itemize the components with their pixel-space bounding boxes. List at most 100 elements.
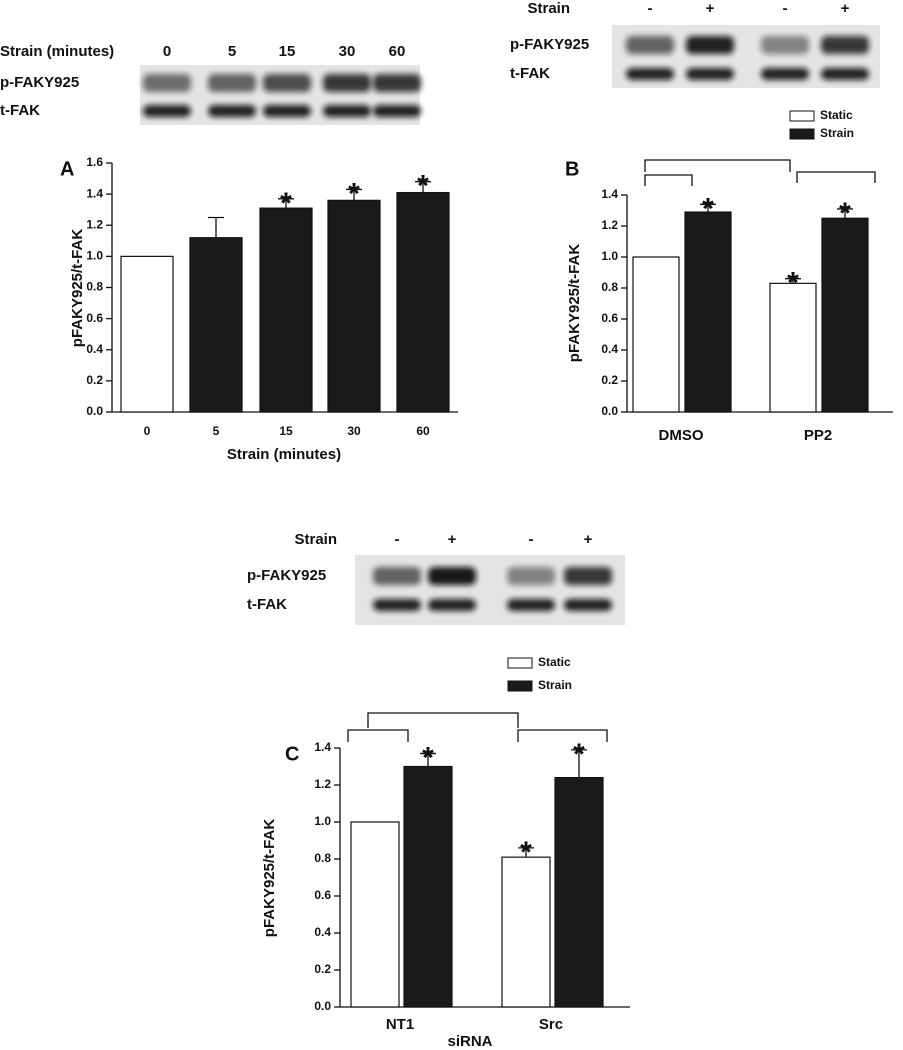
- blot-band: [686, 36, 734, 54]
- y-tick-label: 1.4: [86, 186, 103, 200]
- bar: [327, 199, 381, 413]
- legend-label: Strain: [820, 126, 854, 140]
- error-bar: [208, 216, 224, 238]
- blot-band: [761, 36, 809, 54]
- bar: [189, 237, 243, 413]
- y-tick-label: 0.4: [314, 925, 331, 939]
- bracket: [367, 712, 519, 728]
- x-axis-label: Strain (minutes): [227, 446, 341, 463]
- legend-swatch: [507, 680, 533, 692]
- blot-band: [564, 599, 612, 611]
- y-tick-label: 1.0: [601, 249, 618, 263]
- panel-label: B: [565, 158, 579, 180]
- blot-band: [373, 567, 421, 585]
- y-tick-label: 0.6: [314, 888, 331, 902]
- error-bar: [518, 847, 534, 858]
- y-tick-label: 1.6: [86, 155, 103, 169]
- y-tick-label: 1.4: [314, 740, 331, 754]
- error-bar: [837, 208, 853, 219]
- lane-label: +: [584, 531, 593, 548]
- lane-label: 30: [339, 43, 356, 60]
- y-tick-label: 0.2: [86, 373, 103, 387]
- y-axis-label: pFAKY925/t-FAK: [566, 244, 583, 363]
- blot-band: [564, 567, 612, 585]
- lane-label: -: [648, 0, 653, 17]
- y-tick-label: 1.2: [314, 777, 331, 791]
- legend-swatch: [789, 110, 815, 122]
- blot-row-label: p-FAKY925: [247, 567, 326, 584]
- significance-mark: *: [839, 197, 851, 230]
- blot-band: [507, 599, 555, 611]
- blot-band: [626, 36, 674, 54]
- blot-band: [208, 74, 256, 92]
- blot-band: [208, 105, 256, 117]
- error-bar: [571, 749, 587, 778]
- significance-mark: *: [348, 177, 360, 210]
- x-tick-label: DMSO: [659, 427, 704, 444]
- bar: [554, 776, 604, 1008]
- bar: [684, 211, 732, 413]
- x-tick-label: NT1: [386, 1016, 414, 1033]
- error-bar: [785, 278, 801, 284]
- error-bar: [278, 198, 294, 209]
- blot-band: [373, 599, 421, 611]
- y-tick-label: 0.6: [86, 311, 103, 325]
- bracket: [347, 729, 409, 742]
- blot-band: [373, 74, 421, 92]
- legend-label: Strain: [538, 678, 572, 692]
- blot-band: [626, 68, 674, 80]
- bar: [821, 217, 869, 413]
- bar: [350, 821, 400, 1008]
- y-tick-label: 1.2: [601, 218, 618, 232]
- lane-label: 60: [389, 43, 406, 60]
- blot-band: [761, 68, 809, 80]
- y-tick-label: 0.0: [86, 404, 103, 418]
- significance-mark: *: [422, 742, 434, 775]
- blot-row-label: t-FAK: [510, 65, 550, 82]
- blot-band: [428, 567, 476, 585]
- x-tick-label: 5: [213, 424, 220, 438]
- error-bar: [415, 181, 431, 193]
- x-tick-label: 60: [416, 424, 430, 438]
- blot-band: [821, 36, 869, 54]
- x-tick-label: Src: [539, 1016, 563, 1033]
- significance-mark: *: [787, 267, 799, 300]
- blot-row-label: t-FAK: [247, 596, 287, 613]
- y-tick-label: 1.2: [86, 217, 103, 231]
- bar: [501, 856, 551, 1008]
- blot-header: Strain: [294, 531, 337, 548]
- blot-band: [507, 567, 555, 585]
- blot-band: [143, 74, 191, 92]
- blot-band: [143, 105, 191, 117]
- significance-mark: *: [417, 170, 429, 203]
- lane-label: 5: [228, 43, 236, 60]
- x-tick-label: 30: [347, 424, 361, 438]
- error-bar: [700, 203, 716, 213]
- blot-header: Strain: [527, 0, 570, 17]
- blot-band: [263, 105, 311, 117]
- y-tick-label: 1.4: [601, 187, 618, 201]
- significance-mark: *: [702, 192, 714, 225]
- bracket: [644, 159, 791, 172]
- significance-mark: *: [573, 738, 585, 771]
- y-tick-label: 0.6: [601, 311, 618, 325]
- lane-label: -: [395, 531, 400, 548]
- legend-swatch: [789, 128, 815, 140]
- x-tick-label: 15: [279, 424, 293, 438]
- panel-label: A: [60, 158, 74, 180]
- y-tick-label: 0.4: [601, 342, 618, 356]
- y-axis-label: pFAKY925/t-FAK: [69, 229, 86, 348]
- y-tick-label: 0.4: [86, 342, 103, 356]
- legend-label: Static: [538, 655, 571, 669]
- blot-band: [428, 599, 476, 611]
- blot-row-label: p-FAKY925: [0, 74, 79, 91]
- bracket: [517, 729, 608, 742]
- y-tick-label: 0.0: [601, 404, 618, 418]
- lane-label: +: [706, 0, 715, 17]
- lane-label: 15: [279, 43, 296, 60]
- legend-swatch: [507, 657, 533, 669]
- blot-background: [355, 555, 625, 625]
- significance-mark: *: [520, 836, 532, 869]
- bar: [632, 256, 680, 413]
